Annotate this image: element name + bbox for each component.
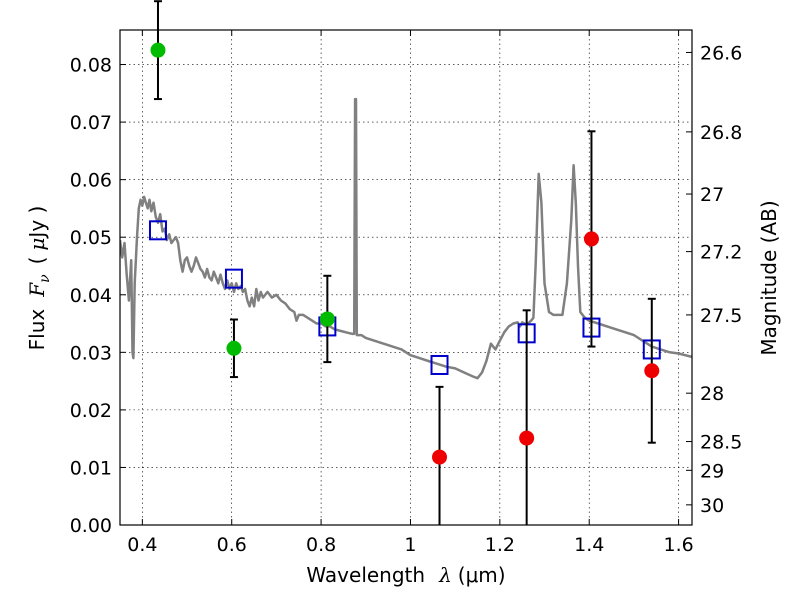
y-tick-label: 0.08 (70, 55, 112, 77)
upper-limit-point (519, 430, 535, 446)
y-tick-label: 0.02 (70, 400, 112, 422)
y2-tick-label: 28 (700, 383, 724, 405)
y2-axis-label: Magnitude (AB) (757, 200, 781, 355)
detection-point (226, 340, 242, 356)
y-axis-label: FluxFν(μJy ) (25, 206, 53, 351)
y2-tick-label: 26.8 (700, 122, 742, 144)
plot-frame (119, 29, 693, 526)
x-axis-label: Wavelength λ (μm) (306, 563, 505, 587)
y2-tick-label: 30 (700, 495, 724, 517)
y-tick-label: 0.07 (70, 112, 112, 134)
x-tick-label: 1.2 (485, 534, 515, 556)
axes: 0.4 0.6 0.8 1 1.2 1.4 1.6 0.00 0.01 0.02 0.03 0.04 0… (70, 30, 742, 556)
plot-area (120, 0, 692, 525)
synthetic-photometry-square (224, 268, 243, 289)
x-tick-label: 1.4 (574, 534, 604, 556)
y-tick-label: 0.06 (70, 170, 112, 192)
grid (120, 30, 692, 526)
upper-limit-point (583, 231, 599, 247)
synthetic-photometry-square (430, 354, 449, 375)
x-tick-label: 0.6 (217, 534, 247, 556)
y-tick-label: 0.05 (70, 227, 112, 249)
detection-point (150, 42, 166, 58)
model-spectrum-line (120, 97, 692, 380)
y2-tick-label: 26.6 (700, 42, 742, 64)
y2-tick-label: 27.5 (700, 305, 742, 327)
y2-tick-label: 29 (700, 460, 724, 482)
y-tick-label: 0.03 (70, 342, 112, 364)
y2-tick-label: 27.2 (700, 242, 742, 264)
y-tick-label: 0.00 (70, 515, 112, 537)
x-tick-label: 0.4 (127, 534, 157, 556)
x-tick-label: 1 (404, 534, 416, 556)
y-tick-label: 0.04 (70, 285, 112, 307)
x-tick-label: 0.8 (306, 534, 336, 556)
y-tick-label: 0.01 (70, 457, 112, 479)
y2-tick-label: 27 (700, 184, 724, 206)
synthetic-photometry-square (148, 220, 167, 241)
upper-limit-point (432, 449, 448, 465)
upper-limit-point (644, 363, 660, 379)
x-tick-label: 1.6 (663, 534, 693, 556)
detection-point (319, 311, 335, 327)
y2-tick-label: 28.5 (700, 432, 742, 454)
